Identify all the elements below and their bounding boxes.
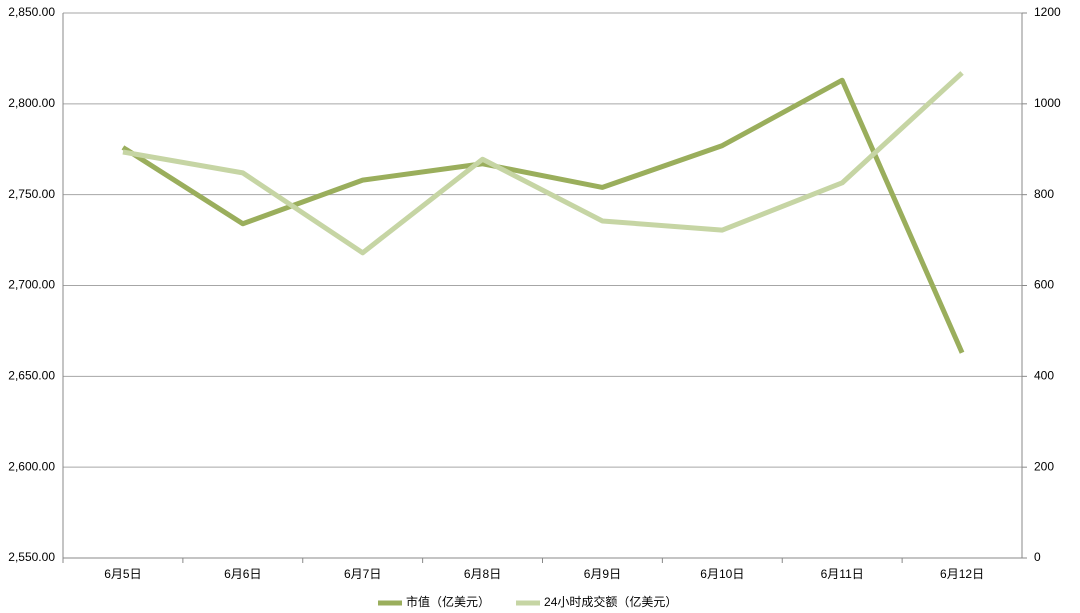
- y2-tick-label: 200: [1034, 459, 1054, 473]
- y-tick-label: 2,600.00: [8, 459, 55, 473]
- y-tick-label: 2,550.00: [8, 550, 55, 564]
- y-tick-label: 2,850.00: [8, 5, 55, 19]
- legend-label: 24小时成交额（亿美元）: [544, 594, 677, 609]
- y-tick-label: 2,650.00: [8, 369, 55, 383]
- y-tick-label: 2,800.00: [8, 96, 55, 110]
- legend-label: 市值（亿美元）: [406, 594, 490, 609]
- y2-tick-label: 1200: [1034, 5, 1061, 19]
- line-series: [122, 71, 964, 256]
- x-tick-label: 6月10日: [700, 567, 744, 581]
- y2-tick-label: 400: [1034, 369, 1054, 383]
- line-series: [121, 77, 965, 354]
- y2-tick-label: 1000: [1034, 96, 1061, 110]
- x-tick-label: 6月8日: [464, 567, 501, 581]
- x-tick-label: 6月6日: [224, 567, 261, 581]
- x-tick-label: 6月9日: [584, 567, 621, 581]
- x-tick-label: 6月12日: [940, 567, 984, 581]
- y2-tick-label: 0: [1034, 550, 1041, 564]
- y2-tick-label: 800: [1034, 187, 1054, 201]
- y-tick-label: 2,750.00: [8, 187, 55, 201]
- y2-tick-label: 600: [1034, 278, 1054, 292]
- y-tick-label: 2,700.00: [8, 278, 55, 292]
- x-tick-label: 6月11日: [821, 567, 864, 581]
- x-tick-label: 6月7日: [344, 567, 381, 581]
- x-tick-label: 6月5日: [104, 567, 141, 581]
